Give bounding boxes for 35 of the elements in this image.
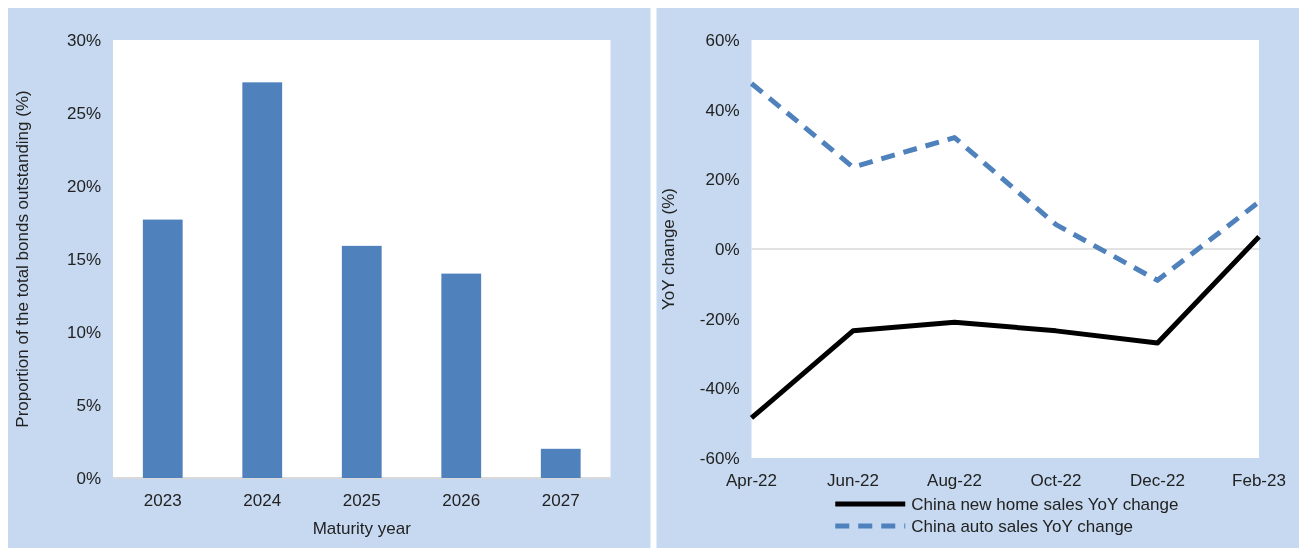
legend-label: China auto sales YoY change bbox=[911, 516, 1134, 536]
y-tick-label: 25% bbox=[66, 103, 101, 123]
x-tick-label: Jun-22 bbox=[827, 471, 879, 490]
legend-label: China new home sales YoY change bbox=[911, 494, 1179, 514]
y-tick-label: 15% bbox=[66, 249, 101, 269]
x-tick-label: 2024 bbox=[243, 491, 282, 510]
x-tick-label: 2026 bbox=[442, 491, 481, 510]
y-tick-label: 10% bbox=[66, 322, 101, 342]
y-tick-label: 20% bbox=[66, 176, 101, 196]
y-tick-label: 60% bbox=[705, 30, 740, 50]
bar bbox=[142, 219, 183, 478]
y-axis-title: YoY change (%) bbox=[658, 188, 678, 310]
y-tick-label: 5% bbox=[76, 395, 101, 415]
bar bbox=[441, 273, 482, 478]
x-tick-label: Dec-22 bbox=[1130, 471, 1185, 490]
y-tick-label: -40% bbox=[699, 379, 740, 399]
x-tick-label: 2023 bbox=[143, 491, 182, 510]
y-tick-label: 20% bbox=[705, 170, 740, 190]
x-tick-label: Feb-23 bbox=[1232, 471, 1286, 490]
y-axis-title: Proportion of the total bonds outstanding (%) bbox=[13, 90, 32, 428]
y-tick-label: -20% bbox=[699, 309, 740, 329]
y-tick-label: 0% bbox=[76, 468, 101, 488]
bar bbox=[341, 245, 382, 478]
x-tick-label: Apr-22 bbox=[725, 471, 778, 490]
x-tick-label: Oct-22 bbox=[1030, 471, 1082, 490]
bar bbox=[242, 82, 283, 478]
y-tick-label: 0% bbox=[714, 239, 740, 259]
x-axis-title: Maturity year bbox=[312, 519, 412, 538]
x-tick-label: 2027 bbox=[541, 491, 580, 510]
y-tick-label: -60% bbox=[699, 448, 740, 468]
bar bbox=[540, 448, 581, 478]
x-tick-label: 2025 bbox=[342, 491, 381, 510]
x-tick-label: Aug-22 bbox=[927, 471, 982, 490]
y-tick-label: 40% bbox=[705, 100, 740, 120]
y-tick-label: 30% bbox=[66, 30, 101, 50]
